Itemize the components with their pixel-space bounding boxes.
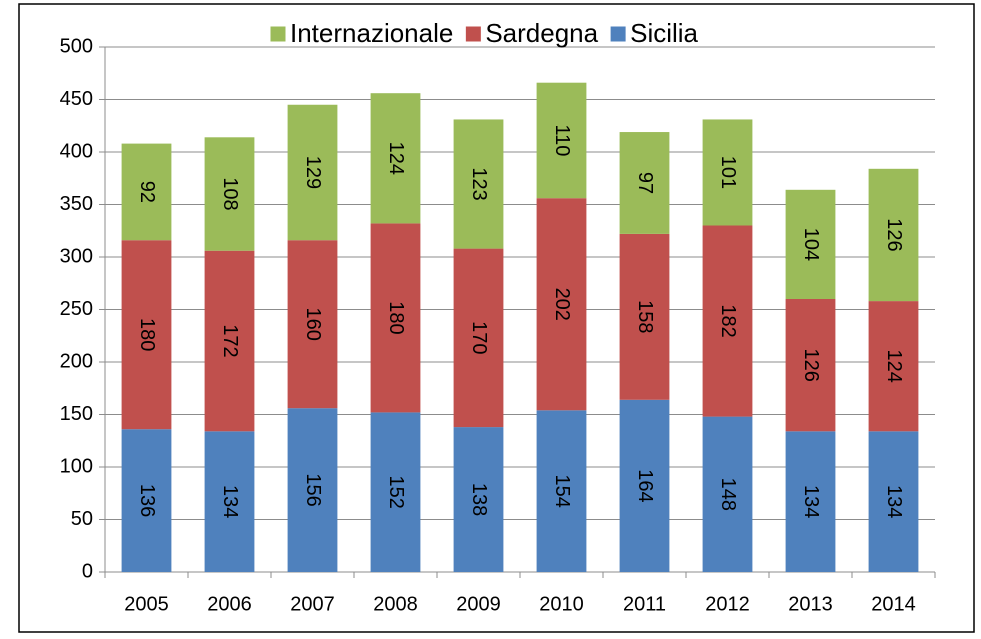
x-tick-label: 2006 [207, 593, 252, 615]
bar-segment [868, 431, 919, 572]
legend-swatch [609, 25, 627, 43]
data-label: 124 [385, 142, 407, 175]
bar-segment [868, 168, 919, 302]
bar-segment [785, 299, 836, 432]
data-label: 148 [717, 478, 739, 511]
data-label: 101 [717, 156, 739, 189]
y-tick-label: 50 [71, 508, 93, 530]
x-tick-label: 2013 [788, 593, 833, 615]
bar-segment [287, 408, 338, 572]
data-label: 156 [302, 473, 324, 506]
bar-segment [702, 225, 753, 417]
data-label: 97 [634, 172, 656, 194]
data-label: 104 [800, 228, 822, 261]
bar-segment [121, 240, 172, 430]
bar-segment [204, 431, 255, 572]
y-tick-label: 450 [60, 88, 93, 110]
bar-segment [785, 431, 836, 572]
legend-swatch [464, 25, 482, 43]
x-tick-label: 2011 [623, 593, 666, 615]
data-label: 110 [551, 125, 573, 157]
data-label: 158 [634, 300, 656, 333]
legend-label: Internazionale [290, 18, 453, 48]
bar-segment [453, 248, 504, 428]
bar-segment [868, 301, 919, 432]
data-label: 123 [468, 167, 490, 200]
x-tick-label: 2010 [539, 593, 584, 615]
data-label: 170 [468, 321, 490, 354]
data-label: 180 [136, 318, 158, 351]
data-label: 182 [717, 304, 739, 337]
y-tick-label: 300 [60, 245, 93, 267]
data-label: 126 [800, 348, 822, 381]
data-label: 134 [219, 485, 241, 518]
x-tick-label: 2005 [124, 593, 169, 615]
bar-segment [536, 82, 587, 199]
y-tick-label: 200 [60, 350, 93, 372]
bar-segment [785, 189, 836, 299]
bar-segment [121, 429, 172, 572]
bar-segment [204, 250, 255, 432]
bar-segment [619, 132, 670, 234]
y-tick-label: 400 [60, 140, 93, 162]
legend-label: Sicilia [630, 18, 698, 48]
legend-label: Sardegna [485, 18, 598, 48]
data-label: 108 [219, 177, 241, 210]
data-label: 136 [136, 484, 158, 517]
bar-segment [536, 410, 587, 572]
data-label: 160 [302, 308, 324, 341]
bar-segment [619, 399, 670, 572]
x-tick-label: 2009 [456, 593, 501, 615]
x-tick-label: 2012 [705, 593, 750, 615]
y-tick-label: 350 [60, 193, 93, 215]
bar-segment [370, 223, 421, 413]
x-tick-label: 2007 [290, 593, 335, 615]
x-tick-label: 2008 [373, 593, 418, 615]
y-tick-label: 250 [60, 298, 93, 320]
data-label: 134 [800, 485, 822, 518]
bar-segment [619, 233, 670, 400]
x-tick-label: 2014 [871, 593, 916, 615]
bar-segment [453, 427, 504, 572]
data-label: 202 [551, 288, 573, 321]
data-label: 134 [883, 485, 905, 518]
data-label: 172 [219, 324, 241, 357]
bar-segment [370, 93, 421, 224]
data-label: 124 [883, 350, 905, 383]
data-label: 138 [468, 483, 490, 516]
bar-segment [121, 143, 172, 241]
bar-segment [702, 416, 753, 572]
bar-segment [287, 104, 338, 241]
data-label: 180 [385, 301, 407, 334]
data-label: 129 [302, 156, 324, 189]
data-label: 126 [883, 218, 905, 251]
y-tick-label: 500 [60, 35, 93, 57]
data-label: 164 [634, 469, 656, 502]
data-label: 92 [136, 181, 158, 203]
bar-segment [370, 412, 421, 572]
bar-segment [453, 119, 504, 249]
bar-segment [287, 240, 338, 409]
legend-swatch [269, 25, 287, 43]
bar-segment [702, 119, 753, 226]
y-tick-label: 150 [60, 403, 93, 425]
data-label: 152 [385, 476, 407, 509]
data-label: 154 [551, 474, 573, 507]
bar-segment [204, 137, 255, 251]
y-tick-label: 100 [60, 455, 93, 477]
y-tick-label: 0 [82, 560, 93, 582]
bar-segment [536, 198, 587, 411]
